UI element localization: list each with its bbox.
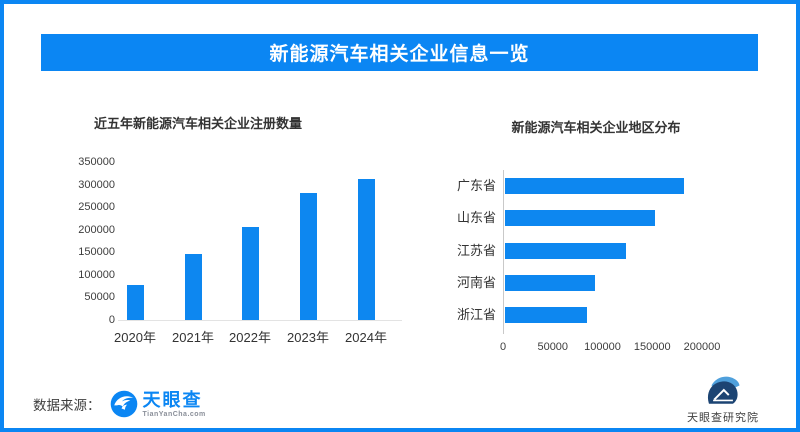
x-axis-line <box>118 320 402 321</box>
y-axis-tick-label: 300000 <box>78 178 115 191</box>
research-institute-label: 天眼查研究院 <box>687 412 759 424</box>
x-axis-category-label: 2021年 <box>172 330 214 345</box>
bar-广东省 <box>505 178 685 194</box>
bar-2020年 <box>126 284 144 320</box>
y-axis-tick-label: 0 <box>108 314 115 326</box>
bar-河南省 <box>505 275 595 291</box>
bar-浙江省 <box>505 307 587 323</box>
y-axis-category-label: 河南省 <box>456 275 496 290</box>
x-axis-category-label: 2023年 <box>287 330 329 345</box>
tianyancha-logo: 天眼查 TianYanCha.com <box>110 390 206 418</box>
tianyancha-wordmark: 天眼查 <box>142 389 203 410</box>
page-title: 新能源汽车相关企业信息一览 <box>269 44 530 65</box>
bar-2023年 <box>299 192 317 320</box>
y-axis-tick-label: 200000 <box>78 223 115 236</box>
y-axis-line <box>503 170 504 334</box>
region-chart-plot: 广东省山东省江苏省河南省浙江省 0 50000 100000 150000 200000 <box>450 165 784 360</box>
data-source-label: 数据来源： <box>33 398 101 413</box>
y-axis-tick-label: 150000 <box>78 246 115 259</box>
y-axis-tick-label: 50000 <box>84 291 115 304</box>
tianyancha-eye-icon <box>110 390 137 418</box>
x-axis-category-label: 2020年 <box>114 330 156 345</box>
region-chart-title: 新能源汽车相关企业地区分布 <box>511 120 681 135</box>
x-axis-tick-label: 150000 <box>633 341 671 353</box>
research-institute-icon <box>707 376 740 404</box>
y-axis-tick-label: 250000 <box>78 201 115 214</box>
x-axis-tick-label: 100000 <box>584 341 621 353</box>
research-institute-logo: 天眼查研究院 <box>678 374 768 425</box>
bar-2021年 <box>184 254 202 320</box>
bar-山东省 <box>505 210 656 226</box>
tianyancha-wordmark-block: 天眼查 TianYanCha.com <box>143 391 206 418</box>
x-axis-category-label: 2022年 <box>229 330 271 345</box>
x-axis-category-label: 2024年 <box>345 330 387 345</box>
y-axis-category-label: 浙江省 <box>456 307 496 322</box>
bar-2022年 <box>241 227 259 320</box>
y-axis-tick-label: 100000 <box>78 268 115 281</box>
x-axis-tick-label: 50000 <box>537 341 569 353</box>
x-axis-tick-label: 200000 <box>683 341 721 353</box>
y-axis-tick-label: 350000 <box>78 156 115 168</box>
bar-2024年 <box>357 179 375 320</box>
data-source: 数据来源： 天眼查 TianYanCha.com <box>33 387 206 421</box>
registrations-chart-plot: 0 50000 100000 150000 200000 250000 300000 3500… <box>65 150 410 362</box>
registrations-chart-title: 近五年新能源汽车相关企业注册数量 <box>93 116 302 131</box>
bar-江苏省 <box>505 243 627 259</box>
y-axis-category-label: 江苏省 <box>456 243 496 258</box>
x-axis-tick-label: 0 <box>499 341 507 353</box>
page-title-banner: 新能源汽车相关企业信息一览 <box>41 34 758 71</box>
y-axis-category-label: 山东省 <box>456 210 496 225</box>
tianyancha-domain: TianYanCha.com <box>142 410 206 418</box>
y-axis-category-label: 广东省 <box>456 178 496 193</box>
